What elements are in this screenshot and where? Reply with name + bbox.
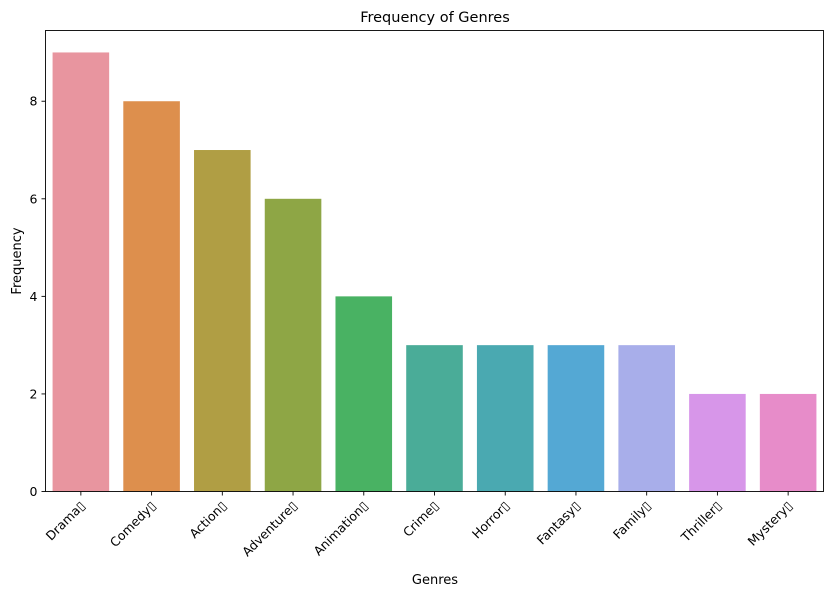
y-axis: 0 2 4 6 8 (30, 94, 46, 499)
y-tick-label: 8 (30, 94, 38, 109)
x-tick-label: Thriller▯ (677, 498, 724, 545)
bar (406, 345, 463, 492)
bars-group (52, 52, 817, 492)
bar (689, 393, 746, 492)
x-tick-label: Crime▯ (400, 498, 442, 540)
bar (123, 101, 180, 492)
x-tick-label: Animation▯ (310, 498, 371, 559)
bar (547, 345, 605, 492)
y-tick-label: 2 (30, 386, 38, 401)
y-tick-label: 4 (30, 289, 38, 304)
x-tick-label: Comedy▯ (107, 498, 159, 550)
x-tick-label: Drama▯ (43, 498, 88, 543)
y-tick-label: 6 (30, 191, 38, 206)
x-tick-label: Action▯ (186, 498, 229, 541)
y-tick-label: 0 (30, 484, 38, 499)
chart-title: Frequency of Genres (360, 10, 510, 26)
x-tick-label: Adventure▯ (239, 498, 300, 559)
x-axis: Drama▯ Comedy▯ Action▯ Adventure▯ Animation▯… (43, 491, 796, 559)
x-tick-label: Mystery▯ (745, 498, 796, 549)
x-tick-label: Family▯ (610, 498, 654, 542)
plot-frame (45, 30, 824, 492)
bar (264, 198, 322, 492)
bar (618, 345, 675, 492)
y-axis-label: Frequency (10, 227, 25, 294)
x-tick-label: Fantasy▯ (534, 498, 583, 547)
bar (52, 52, 110, 492)
bar (194, 150, 251, 492)
x-tick-label: Horror▯ (469, 498, 512, 541)
bar (476, 345, 534, 492)
x-axis-label: Genres (412, 573, 458, 588)
bar (335, 296, 393, 492)
bar (759, 393, 817, 492)
